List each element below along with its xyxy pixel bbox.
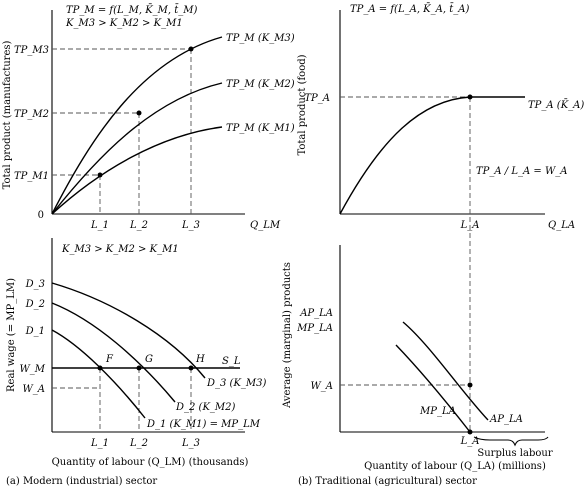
ap-curve-label: AP_LA — [489, 414, 523, 425]
ap-axis-label: AP_LA — [299, 308, 333, 319]
surplus-label: Surplus labour — [477, 448, 552, 459]
d-label-3: D_3 — [25, 279, 45, 290]
point-h — [188, 365, 194, 371]
panel-b-top: TP_A = f(L_A, K̄_A, t̄_A) Total product … — [297, 3, 584, 432]
x-tick-l2: L_2 — [129, 438, 148, 449]
demand-curve-d2 — [51, 302, 176, 403]
curve-label-k2: TP_M (K_M2) — [226, 79, 295, 90]
mp-curve — [395, 344, 471, 433]
demand-curve-d3 — [51, 282, 206, 379]
demand-label-3: D_3 (K_M3) — [206, 378, 267, 389]
surplus-brace — [473, 436, 549, 447]
x-tick-la: L_A — [460, 220, 480, 231]
curve-label: TP_A (K̄_A) — [528, 99, 584, 111]
point — [188, 46, 194, 52]
x-tick-l3: L_3 — [181, 220, 200, 231]
curve-label-k3: TP_M (K_M3) — [226, 33, 295, 44]
tp-label-3: TP_M3 — [14, 45, 49, 56]
mp-axis-label: MP_LA — [296, 323, 333, 334]
w-label-a: W_A — [311, 381, 334, 392]
capital-ordering-bottom: K_M3 > K_M2 > K_M1 — [61, 244, 179, 255]
x-axis-end: Q_LA — [548, 220, 575, 231]
tp-curve-k2 — [51, 82, 223, 215]
tp-label-1: TP_M1 — [14, 171, 49, 182]
x-axis-end: Q_LM — [250, 220, 281, 231]
d-label-2: D_2 — [25, 299, 45, 310]
point — [136, 110, 142, 116]
x-tick-l2: L_2 — [129, 220, 148, 231]
caption-b: (b) Traditional (agricultural) sector — [298, 476, 477, 487]
x-tick-l3: L_3 — [181, 438, 200, 449]
tp-label-2: TP_M2 — [14, 109, 49, 120]
tp-label: TP_A — [304, 93, 330, 104]
caption-a: (a) Modern (industrial) sector — [6, 476, 157, 487]
demand-curve-d1 — [51, 329, 146, 419]
point-f — [97, 365, 103, 371]
y-axis-title-bottom: Average (marginal) products — [282, 262, 293, 409]
ap-curve — [402, 321, 489, 421]
origin-label: 0 — [38, 210, 44, 221]
point — [467, 429, 473, 435]
label-f: F — [105, 354, 114, 365]
y-axis-title-bottom: Real wage (= MP_LM) — [6, 278, 17, 392]
x-tick-la: L_A — [460, 436, 480, 447]
d-label-1: D_1 — [25, 326, 45, 337]
w-label-m: W_M — [19, 364, 45, 375]
x-tick-l1: L_1 — [90, 220, 109, 231]
x-tick-l1: L_1 — [90, 438, 109, 449]
x-axis-title: Quantity of labour (Q_LA) (millions) — [364, 461, 546, 472]
point-g — [136, 365, 142, 371]
supply-label: S_L — [222, 356, 241, 367]
w-label-a: W_A — [23, 384, 46, 395]
x-axis-title: Quantity of labour (Q_LM) (thousands) — [52, 457, 249, 468]
point — [467, 94, 473, 100]
panel-a-bottom: K_M3 > K_M2 > K_M1 Real wage (= MP_LM) D… — [6, 238, 267, 487]
y-axis-title: Total product (manufactures) — [2, 41, 13, 190]
demand-label-1: D_1 (K_M1) = MP_LM — [146, 419, 261, 430]
mp-curve-label: MP_LA — [419, 406, 456, 417]
y-axis-title: Total product (food) — [297, 54, 308, 155]
production-function: TP_M = f(L_M, K̄_M, t̄_M) — [66, 4, 198, 16]
tp-curve — [339, 96, 525, 215]
curve-label-k1: TP_M (K_M1) — [226, 123, 295, 134]
production-function: TP_A = f(L_A, K̄_A, t̄_A) — [350, 3, 469, 15]
label-g: G — [145, 354, 153, 365]
ratio-label: TP_A / L_A = W_A — [476, 166, 567, 177]
point — [97, 172, 103, 178]
panel-b-bottom: Average (marginal) products AP_LA MP_LA … — [282, 245, 553, 487]
panel-a-top: TP_M = f(L_M, K̄_M, t̄_M) K_M3 > K_M2 > … — [2, 4, 295, 231]
capital-ordering: K_M3 > K_M2 > K_M1 — [65, 18, 183, 29]
point — [467, 382, 473, 388]
tp-curve-k1 — [51, 126, 223, 215]
demand-label-2: D_2 (K_M2) — [175, 402, 236, 413]
label-h: H — [195, 354, 205, 365]
